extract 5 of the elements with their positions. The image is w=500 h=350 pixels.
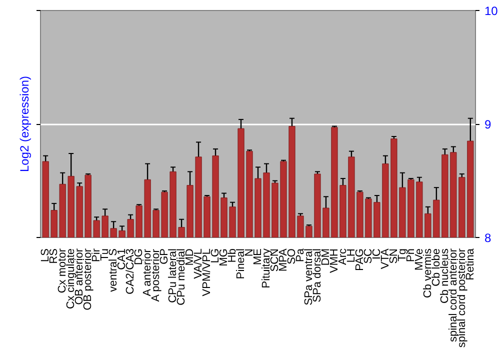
x-tick-label: Tg [396, 248, 408, 262]
y-tick-label: 10 [484, 4, 498, 18]
y-axis-title: Log2 (expression) [18, 76, 32, 172]
y-tick-label: 9 [484, 118, 492, 132]
y-tick-label: 8 [484, 231, 492, 245]
